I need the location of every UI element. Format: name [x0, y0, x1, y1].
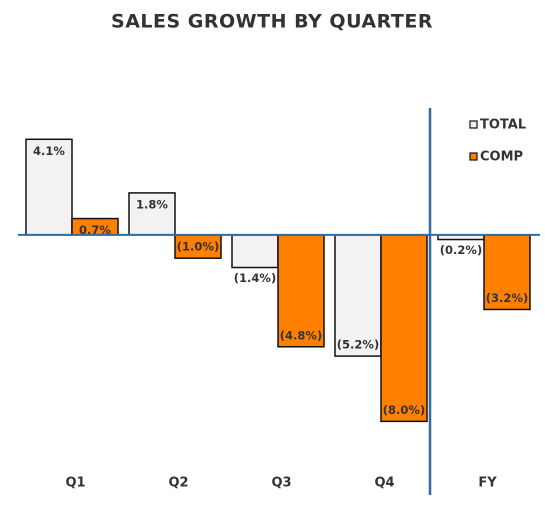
legend-swatch	[469, 120, 478, 129]
legend-label: COMP	[480, 150, 523, 165]
chart-title: SALES GROWTH BY QUARTER	[111, 11, 433, 33]
x-tick-label: Q3	[271, 476, 291, 491]
bar	[380, 234, 428, 423]
data-label: (1.0%)	[177, 240, 219, 254]
data-label: (4.8%)	[280, 328, 322, 342]
legend-label: TOTAL	[480, 118, 526, 133]
bar	[25, 138, 73, 236]
bar	[231, 234, 279, 269]
x-tick-label: FY	[478, 476, 497, 491]
bar	[483, 234, 531, 311]
data-label: (0.2%)	[440, 243, 482, 257]
x-tick-label: Q4	[374, 476, 394, 491]
data-label: (8.0%)	[383, 403, 425, 417]
data-label: (5.2%)	[337, 338, 379, 352]
data-label: (1.4%)	[234, 271, 276, 285]
data-label: (3.2%)	[486, 291, 528, 305]
legend-swatch	[469, 152, 478, 161]
data-label: 1.8%	[136, 197, 168, 211]
data-label: 0.7%	[79, 223, 111, 237]
data-label: 4.1%	[33, 144, 65, 158]
x-tick-label: Q2	[168, 476, 188, 491]
x-tick-label: Q1	[65, 476, 85, 491]
